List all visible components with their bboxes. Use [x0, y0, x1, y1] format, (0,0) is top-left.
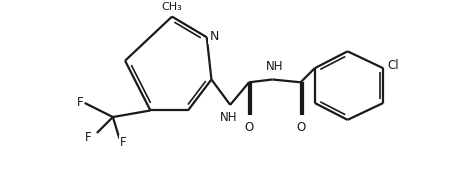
- Text: F: F: [120, 136, 127, 149]
- Text: NH: NH: [266, 60, 283, 73]
- Text: CH₃: CH₃: [162, 2, 183, 12]
- Text: F: F: [77, 96, 83, 109]
- Text: N: N: [210, 30, 219, 43]
- Text: O: O: [244, 121, 254, 134]
- Text: O: O: [296, 121, 305, 134]
- Text: Cl: Cl: [387, 59, 399, 72]
- Text: NH: NH: [219, 111, 237, 124]
- Text: F: F: [85, 131, 92, 144]
